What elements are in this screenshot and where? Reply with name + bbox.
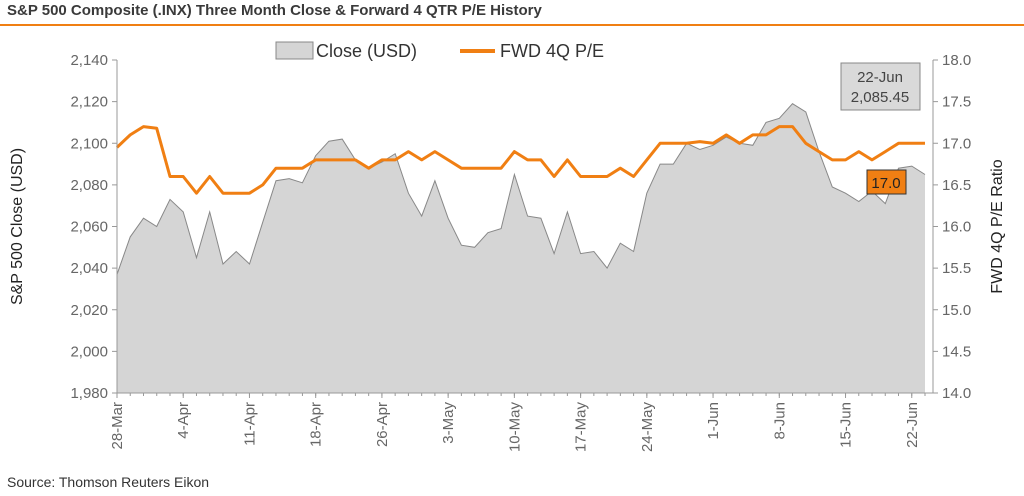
x-tick-label: 3-May: [440, 402, 457, 444]
right-tick-label: 17.0: [942, 135, 971, 152]
x-tick-label: 28-Mar: [109, 402, 126, 450]
left-tick-label: 2,000: [70, 343, 108, 360]
left-tick-label: 2,120: [70, 94, 108, 111]
close-callout-date: 22-Jun: [857, 69, 903, 86]
left-tick-label: 2,020: [70, 302, 108, 319]
annotations: 22-Jun 2,085.45 17.0: [840, 62, 921, 195]
left-tick-label: 2,040: [70, 260, 108, 277]
right-axis-title: FWD 4Q P/E Ratio: [989, 159, 1006, 293]
legend: Close (USD) FWD 4Q P/E: [275, 41, 604, 61]
close-callout-box: [840, 62, 921, 111]
right-tick-label: 16.0: [942, 219, 971, 236]
x-tick-label: 11-Apr: [241, 402, 258, 446]
pe-callout-box: [866, 169, 907, 195]
right-tick-label: 17.5: [942, 94, 971, 111]
x-tick-label: 18-Apr: [308, 402, 325, 447]
pe-line-layer: [115, 125, 925, 195]
left-tick-label: 2,100: [70, 135, 108, 152]
x-tick-label: 8-Jun: [771, 402, 788, 440]
right-tick-label: 15.0: [942, 302, 971, 319]
right-tick-label: 16.5: [942, 177, 971, 194]
source-note: Source: Thomson Reuters Eikon: [7, 474, 210, 490]
left-tick-label: 2,140: [70, 52, 108, 69]
left-axis-title: S&P 500 Close (USD): [9, 148, 26, 305]
pe-callout-value: 17.0: [871, 175, 900, 192]
right-tick-label: 14.0: [942, 385, 971, 402]
x-tick-label: 15-Jun: [838, 402, 855, 448]
legend-pe-label: FWD 4Q P/E: [500, 41, 604, 61]
x-tick-label: 1-Jun: [705, 402, 722, 440]
legend-close-swatch: [275, 41, 314, 60]
left-tick-label: 2,060: [70, 219, 108, 236]
close-area-layer: [116, 103, 926, 393]
legend-close-label: Close (USD): [316, 41, 417, 61]
title-underline: [0, 24, 1024, 26]
left-tick-label: 1,980: [70, 385, 108, 402]
x-tick-label: 22-Jun: [904, 402, 921, 448]
right-tick-label: 18.0: [942, 52, 971, 69]
close-area: [117, 103, 925, 393]
close-area-outline: [116, 103, 926, 275]
close-callout-value: 2,085.45: [851, 89, 909, 106]
x-tick-label: 26-Apr: [374, 402, 391, 447]
chart-title: S&P 500 Composite (.INX) Three Month Clo…: [7, 2, 542, 19]
chart-canvas: 1,980 2,000 2,020 2,040 2,060 2,080 2,100 2,120…: [9, 41, 1006, 452]
left-tick-label: 2,080: [70, 177, 108, 194]
axes-layer: 1,980 2,000 2,020 2,040 2,060 2,080 2,100 2,120…: [9, 52, 1006, 452]
right-tick-label: 15.5: [942, 260, 971, 277]
pe-line: [115, 125, 925, 195]
x-tick-label: 17-May: [573, 402, 590, 453]
right-tick-label: 14.5: [942, 343, 971, 360]
x-tick-label: 24-May: [639, 402, 656, 453]
x-tick-label: 4-Apr: [175, 402, 192, 439]
x-tick-label: 10-May: [506, 402, 523, 453]
